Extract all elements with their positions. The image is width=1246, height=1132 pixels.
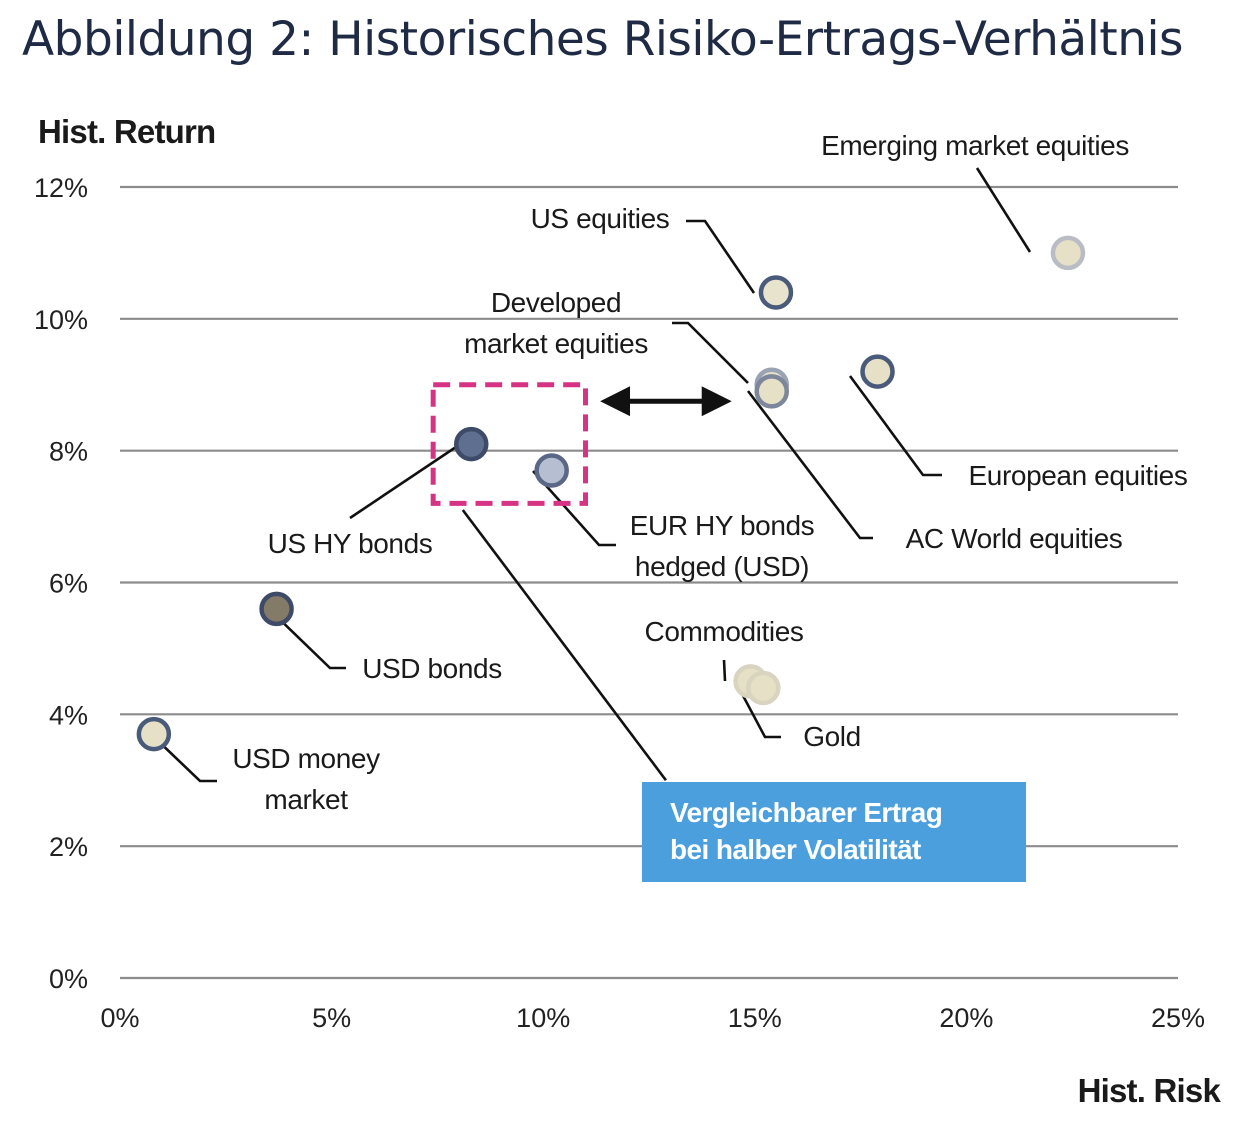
leader-line: [975, 167, 1032, 253]
data-point: [758, 275, 794, 310]
data-point: [534, 453, 569, 488]
point-label-line: USD bonds: [362, 653, 502, 684]
x-tick-label: 5%: [312, 1003, 351, 1033]
point-label: USD bonds: [362, 653, 502, 684]
point-label: Developed market equities: [464, 287, 648, 359]
data-point: [454, 426, 489, 462]
tick-labels: 0% 2% 4% 6% 8% 10% 12% 0% 5% 10% 15% 20% 25%: [34, 173, 1205, 1033]
annotations: [430, 382, 732, 506]
point-label-line: European equities: [969, 460, 1188, 491]
point-label-line: US equities: [531, 203, 670, 234]
point-label-line: hedged (USD): [635, 551, 809, 582]
y-tick-label: 0%: [49, 964, 88, 994]
callout-line-1: Vergleichbarer Ertrag: [670, 797, 943, 828]
point-label-line: AC World equities: [906, 523, 1123, 554]
leader-line: [672, 321, 749, 384]
point-label: US HY bonds: [268, 528, 433, 559]
point-label: Commodities: [645, 616, 804, 647]
x-tick-label: 10%: [516, 1003, 570, 1033]
data-point: [1050, 235, 1086, 271]
leader-line: [270, 610, 346, 670]
point-label-line: Gold: [803, 721, 861, 752]
leader-line: [349, 445, 457, 520]
leader-lines: [152, 167, 1032, 783]
point-label: EUR HY bonds hedged (USD): [630, 510, 815, 582]
leader-line: [532, 470, 616, 547]
leader-line: [746, 390, 873, 540]
x-tick-label: 0%: [100, 1003, 139, 1033]
y-axis-title: Hist. Return: [38, 113, 215, 150]
y-tick-label: 12%: [34, 173, 88, 203]
axis-titles: Hist. Return Hist. Risk: [38, 113, 1222, 1109]
point-label-line: USD money: [232, 743, 380, 774]
point-labels: Emerging market equities US equities Devel…: [232, 130, 1188, 815]
y-tick-label: 10%: [34, 305, 88, 335]
point-label: US equities: [531, 203, 670, 234]
data-point: [259, 591, 294, 627]
point-label: European equities: [969, 460, 1188, 491]
point-label-line: market equities: [464, 328, 648, 359]
data-point: [754, 374, 789, 409]
leader-line: [152, 735, 217, 783]
highlight-box: [430, 382, 589, 506]
y-tick-label: 2%: [49, 832, 88, 862]
leader-line: [848, 375, 942, 477]
point-label-line: Emerging market equities: [821, 130, 1129, 161]
point-label: AC World equities: [906, 523, 1123, 554]
callout-box: Vergleichbarer Ertrag bei halber Volatil…: [642, 782, 1026, 882]
x-axis-title: Hist. Risk: [1078, 1072, 1222, 1109]
data-point: [860, 354, 895, 389]
leader-line: [686, 219, 756, 294]
point-label-line: US HY bonds: [268, 528, 433, 559]
callout-line-2: bei halber Volatilität: [670, 834, 921, 865]
leader-line: [738, 689, 781, 739]
x-tick-label: 15%: [728, 1003, 782, 1033]
data-points: [136, 235, 1086, 752]
y-tick-label: 8%: [49, 437, 88, 467]
data-point: [136, 716, 172, 752]
point-label-line: EUR HY bonds: [630, 510, 815, 541]
point-label: Gold: [803, 721, 861, 752]
leader-line: [722, 659, 727, 682]
x-tick-label: 20%: [939, 1003, 993, 1033]
point-label: Emerging market equities: [821, 130, 1129, 161]
point-label-line: Developed: [491, 287, 621, 318]
y-tick-label: 6%: [49, 569, 88, 599]
y-tick-label: 4%: [49, 700, 88, 730]
chart-title: Abbildung 2: Historisches Risiko-Ertrags…: [22, 12, 1184, 67]
point-label-line: Commodities: [645, 616, 804, 647]
data-point: [746, 670, 781, 706]
point-label: USD money market: [232, 743, 380, 815]
callout-leader-line: [461, 509, 667, 782]
x-tick-label: 25%: [1151, 1003, 1205, 1033]
point-label-line: market: [264, 784, 348, 815]
